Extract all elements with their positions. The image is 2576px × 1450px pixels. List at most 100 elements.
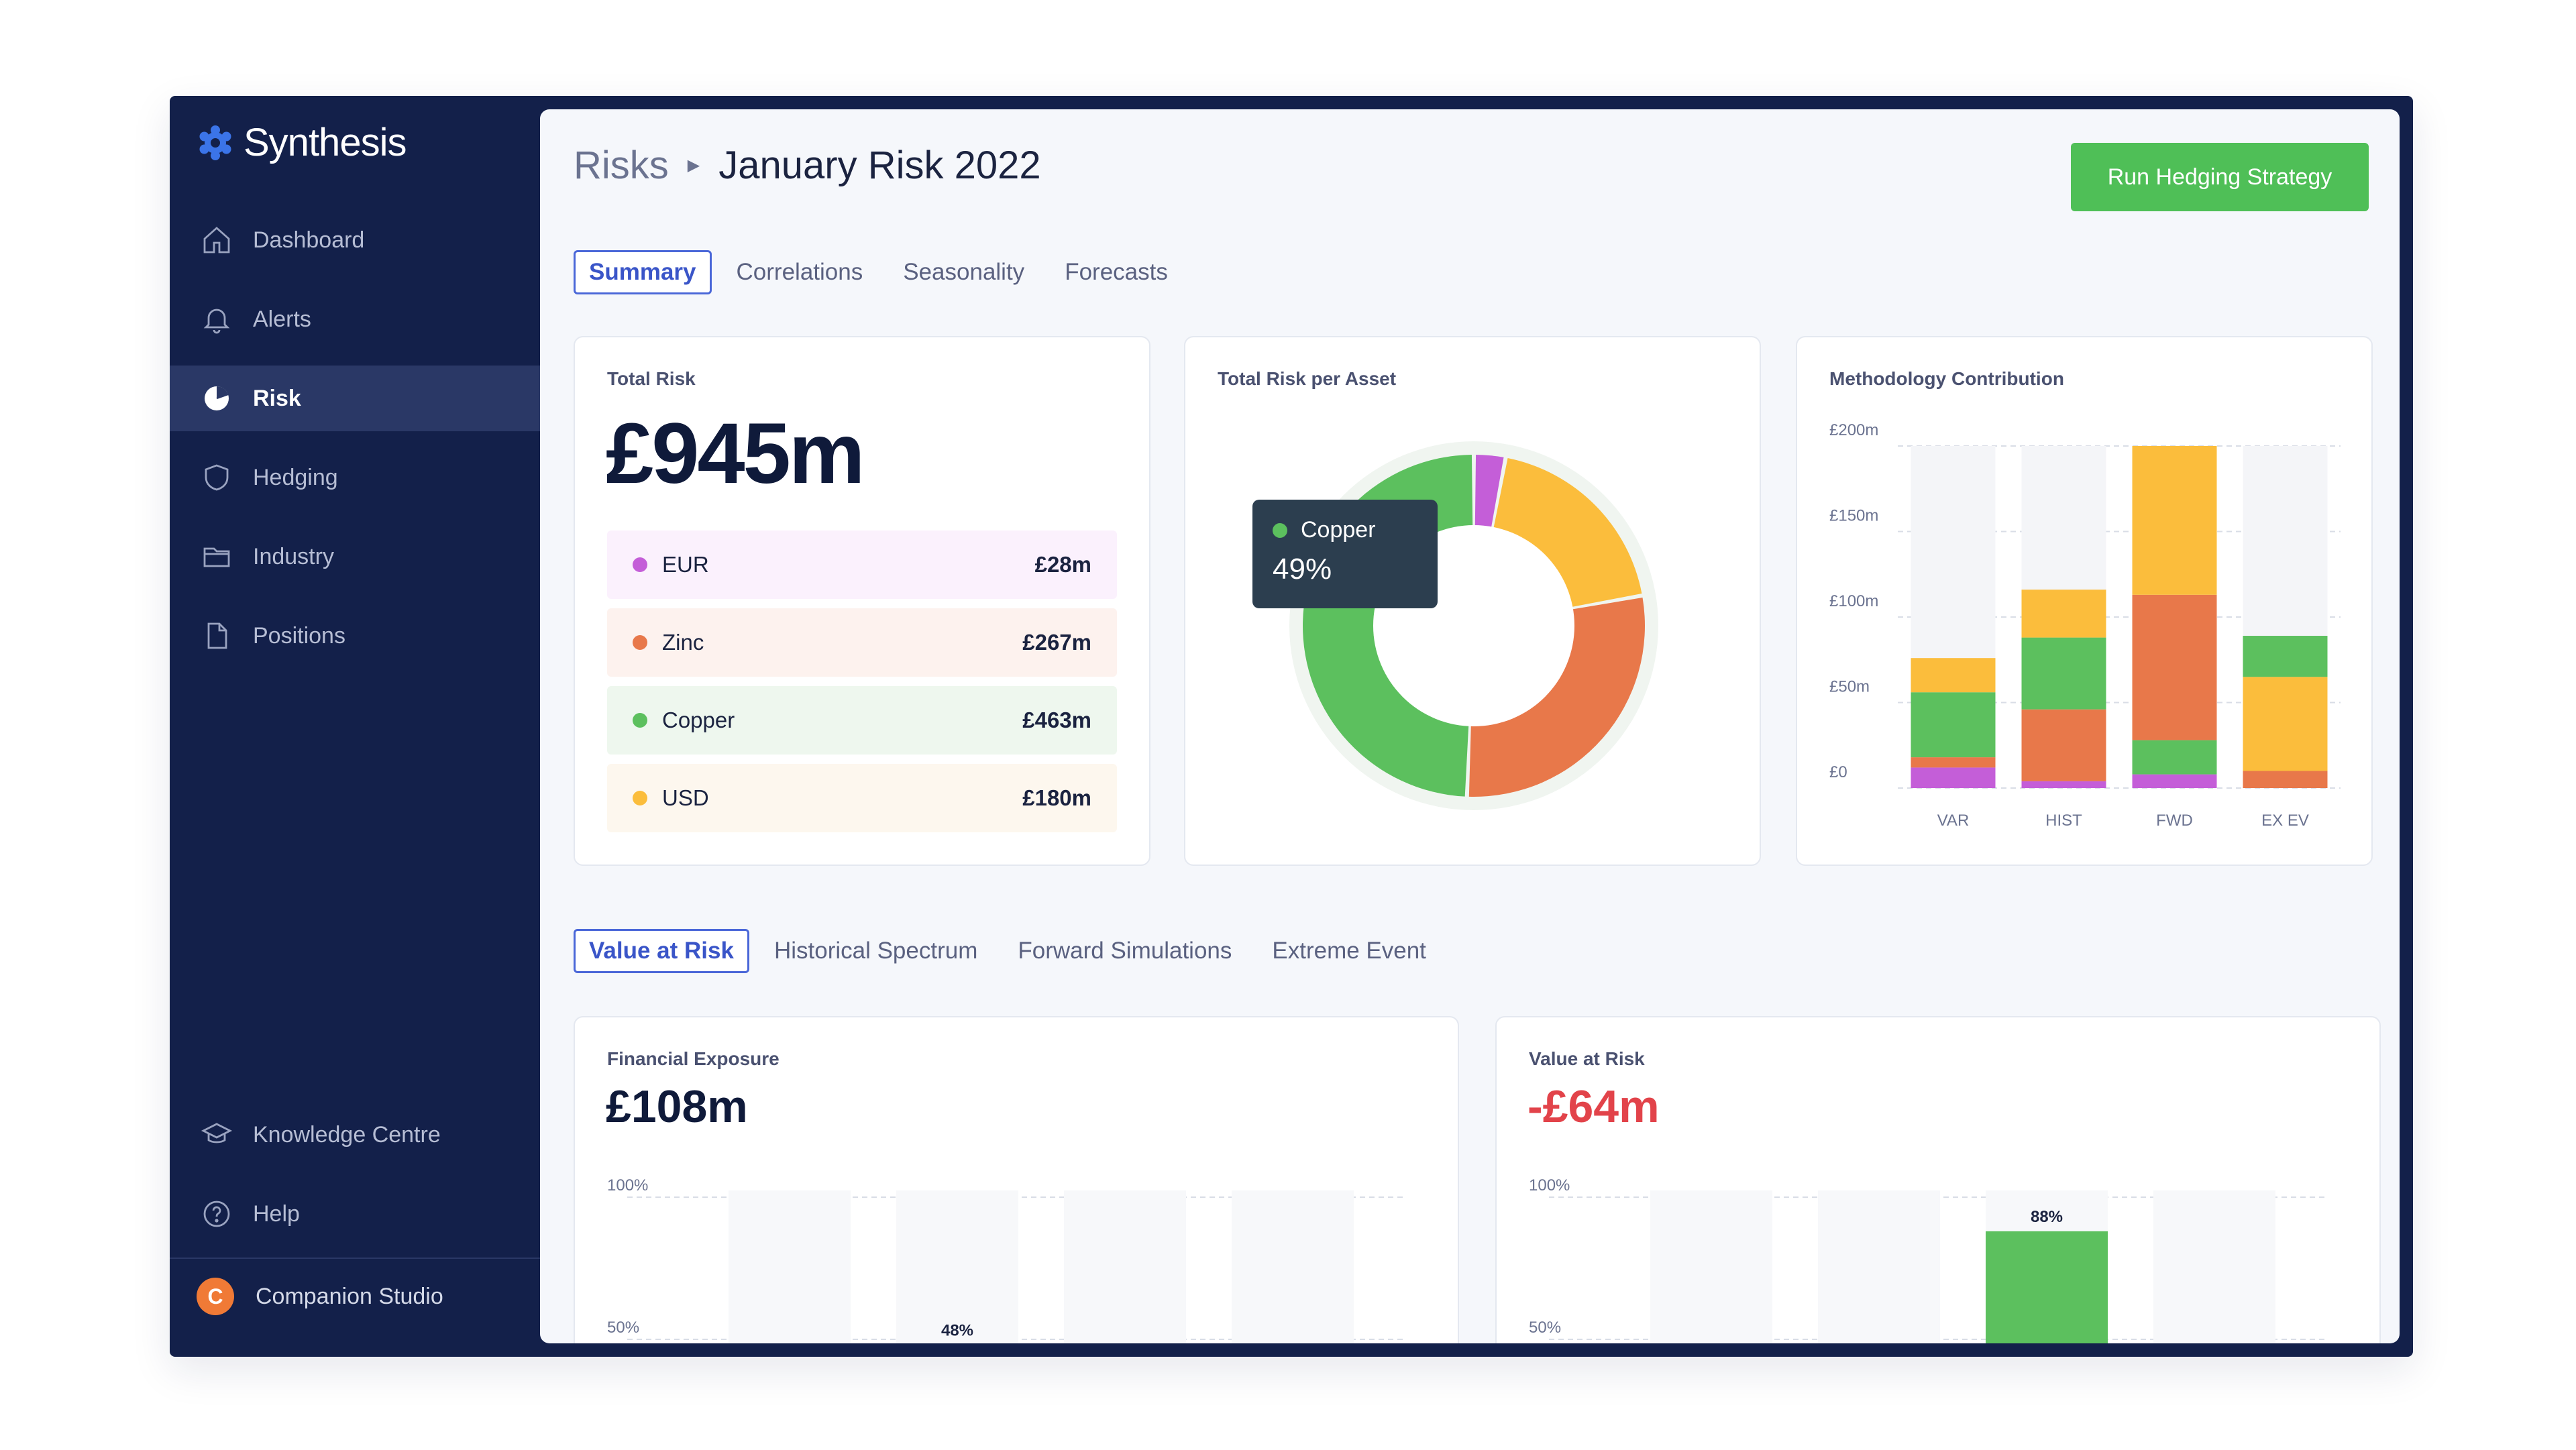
workspace-avatar: C [197,1278,234,1315]
asset-row-eur[interactable]: EUR £28m [607,531,1117,599]
asset-value: £267m [1022,630,1091,655]
sidebar-item-industry[interactable]: Industry [170,524,540,590]
card-title: Financial Exposure [607,1048,780,1069]
stacked-bar-segment[interactable] [2021,781,2106,788]
bar[interactable] [1986,1231,2108,1343]
sidebar: Synthesis Dashboard Alerts Risk [170,96,540,1357]
risk-per-asset-card: Total Risk per Asset Copper 49% [1184,336,1761,866]
card-title: Total Risk per Asset [1218,368,1397,389]
sidebar-item-positions[interactable]: Positions [170,603,540,669]
app-name: Synthesis [244,121,407,164]
tab-forecasts[interactable]: Forecasts [1065,259,1168,285]
value-at-risk-value: -£64m [1527,1081,1660,1132]
stacked-bar-segment[interactable] [2243,771,2328,789]
graduation-cap-icon [199,1117,234,1152]
total-risk-value: £945m [606,406,865,502]
tab-correlations[interactable]: Correlations [736,259,863,285]
bar-data-label: 88% [2031,1208,2063,1226]
x-tick-label: VAR [1937,812,1970,830]
main-content: Risks ▶ January Risk 2022 Run Hedging St… [540,109,2400,1343]
stacked-bar-segment[interactable] [2021,637,2106,710]
tab-extreme-event[interactable]: Extreme Event [1272,938,1426,964]
sidebar-item-label: Help [253,1201,300,1227]
sidebar-item-label: Knowledge Centre [253,1121,441,1148]
y-tick-label: £200m [1829,421,1878,439]
sidebar-bottom-nav: Knowledge Centre Help [170,1102,540,1260]
asset-row-copper[interactable]: Copper £463m [607,686,1117,755]
x-tick-label: FWD [2156,812,2193,830]
tab-forward-simulations[interactable]: Forward Simulations [1018,938,1232,964]
stacked-bar-segment[interactable] [2132,446,2217,595]
y-tick-label: £150m [1829,507,1878,525]
sidebar-item-label: Dashboard [253,227,365,253]
sidebar-item-label: Alerts [253,306,311,332]
sidebar-item-help[interactable]: Help [170,1181,540,1247]
stacked-bar-segment[interactable] [2243,636,2328,677]
legend-dot [633,713,647,728]
app-logo[interactable]: Synthesis [197,120,407,165]
y-tick-label: £0 [1829,763,1847,781]
stacked-bar-segment[interactable] [2243,677,2328,771]
tab-summary[interactable]: Summary [574,250,712,294]
asset-row-usd[interactable]: USD £180m [607,764,1117,832]
financial-exposure-card: Financial Exposure £108m 100% 50% 48% [574,1016,1459,1343]
breadcrumb-parent-link[interactable]: Risks [574,144,669,187]
stacked-bar-segment[interactable] [2132,740,2217,775]
bar-data-label: 48% [941,1321,973,1339]
folder-icon [199,539,234,574]
methodology-card: Methodology Contribution £0 £50m £100m £150… [1796,336,2373,866]
help-circle-icon [199,1196,234,1231]
sidebar-divider [170,1258,540,1259]
sidebar-item-risk[interactable]: Risk [170,366,540,431]
tab-seasonality[interactable]: Seasonality [903,259,1025,285]
chart-tooltip: Copper 49% [1252,500,1438,608]
y-tick-label: 50% [607,1319,639,1337]
sidebar-item-alerts[interactable]: Alerts [170,286,540,352]
y-tick-label: 50% [1529,1319,1561,1337]
y-tick-label: £50m [1829,678,1870,696]
sidebar-item-label: Industry [253,543,334,569]
tooltip-label: Copper [1301,517,1376,543]
home-icon [199,223,234,258]
risk-method-tabs: Value at Risk Historical Spectrum Forwar… [574,929,1451,973]
workspace-switcher[interactable]: C Companion Studio [197,1278,443,1315]
x-tick-label: EX EV [2261,812,2309,830]
legend-dot [633,557,647,572]
page-title: January Risk 2022 [718,144,1041,187]
pie-chart-icon [199,381,234,416]
financial-exposure-value: £108m [606,1081,748,1132]
bar-track [1818,1190,1940,1343]
shield-icon [199,460,234,495]
card-title: Value at Risk [1529,1048,1645,1069]
stacked-bar-segment[interactable] [1911,692,1996,758]
value-at-risk-card: Value at Risk -£64m 100% 50% 88% [1495,1016,2381,1343]
stacked-bar-segment[interactable] [1911,757,1996,768]
sidebar-nav: Dashboard Alerts Risk Hedging [170,207,540,682]
asset-row-zinc[interactable]: Zinc £267m [607,608,1117,677]
stacked-bar-segment[interactable] [2021,709,2106,781]
stacked-bar-segment[interactable] [2132,594,2217,740]
sidebar-item-dashboard[interactable]: Dashboard [170,207,540,273]
bar-track [1064,1190,1186,1343]
tab-value-at-risk[interactable]: Value at Risk [574,929,749,973]
sidebar-item-hedging[interactable]: Hedging [170,445,540,510]
y-tick-label: £100m [1829,592,1878,610]
asset-name: USD [662,785,709,810]
tooltip-value: 49% [1273,553,1332,585]
bar-track [1232,1190,1354,1343]
financial-exposure-chart: 100% 50% 48% [607,1176,1407,1343]
bar-track [2153,1190,2275,1343]
breadcrumb-separator-icon: ▶ [687,156,700,174]
tooltip-dot [1273,522,1287,538]
asset-name: Copper [662,708,735,732]
sidebar-item-knowledge-centre[interactable]: Knowledge Centre [170,1102,540,1168]
stacked-bar-segment[interactable] [1911,767,1996,788]
breadcrumb: Risks ▶ January Risk 2022 [574,143,1041,188]
workspace-name: Companion Studio [256,1283,443,1309]
tab-historical-spectrum[interactable]: Historical Spectrum [773,938,978,964]
bar-track [896,1190,1018,1343]
stacked-bar-segment[interactable] [2132,774,2217,788]
stacked-bar-segment[interactable] [2021,590,2106,638]
run-hedging-strategy-button[interactable]: Run Hedging Strategy [2071,143,2369,211]
stacked-bar-segment[interactable] [1911,658,1996,693]
